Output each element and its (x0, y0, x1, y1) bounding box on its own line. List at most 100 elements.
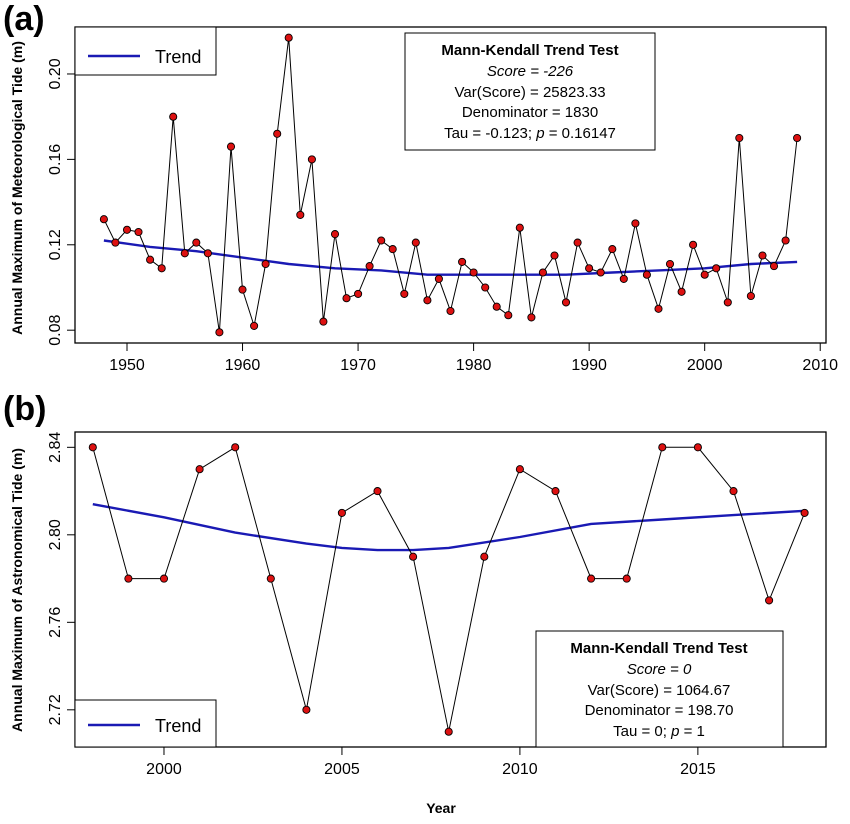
panel-a-data-point (596, 268, 605, 277)
panel-a-stats-box: Mann-Kendall Trend Test Score = -226 Var… (404, 32, 656, 151)
panel-a-data-point (423, 296, 432, 305)
panel-a-data-point (492, 302, 501, 311)
panel-b-data-point (765, 596, 774, 605)
panel-b-data-point (373, 487, 382, 496)
panel-a-data-point (712, 264, 721, 273)
panel-a-legend-box (74, 26, 217, 76)
panel-b-x-tick-label: 2015 (680, 761, 716, 778)
panel-a-stats-title: Mann-Kendall Trend Test (441, 42, 618, 59)
panel-b-stats-frame (535, 630, 784, 748)
panel-a-x-tick-label: 2000 (687, 357, 723, 374)
panel-a-data-point (342, 294, 351, 303)
panel-a-data-point (330, 230, 340, 239)
panel-b-stats-box: Mann-Kendall Trend Test Score = 0 Var(Sc… (535, 630, 784, 748)
panel-b-data-point (444, 727, 453, 736)
panel-a-data-point (192, 238, 201, 247)
panel-b-stats-title: Mann-Kendall Trend Test (570, 640, 747, 657)
panel-a-data-point (619, 274, 628, 283)
panel-a-data-point (550, 251, 559, 260)
panel-b-data-point (337, 508, 346, 517)
panel-b-y-axis-label: Annual Maximum of Astronomical Tide (m) (9, 448, 25, 732)
panel-a-y-tick-label: 0.16 (47, 144, 64, 175)
panel-b-data-point (195, 465, 204, 474)
panel-a-data-point (446, 306, 455, 316)
panel-a-data-series (99, 33, 802, 337)
panel-b-x-tick-label: 2000 (146, 761, 182, 778)
panel-a-data-point (689, 240, 698, 249)
panel-a-data-point (746, 291, 755, 301)
panel-b-data-point (515, 465, 524, 474)
panel-a-data-point (608, 245, 617, 254)
panel-a-data-point (215, 328, 224, 337)
panel-a-data-point (354, 289, 363, 298)
panel-b-data-point (551, 487, 560, 496)
panel-a-data-point (781, 236, 790, 245)
panel-b-axes: 2000 2005 2010 2015 2.72 2.76 2.80 2.84 (47, 432, 716, 778)
panel-b-y-tick-label: 2.80 (47, 519, 64, 550)
panel-a-plot-frame (74, 26, 827, 344)
panel-a-data-point (284, 33, 293, 42)
panel-a-data-point (411, 238, 420, 247)
panel-a-data-point (388, 245, 397, 254)
panel-b-data-point (658, 443, 667, 452)
panel-a-data-point (146, 255, 155, 264)
panel-a-data-point (169, 112, 178, 121)
panel-b-stats-score: Score = 0 (627, 661, 692, 678)
panel-a-data-point (111, 238, 120, 247)
panel-a-stats-tau-prefix: Tau = -0.123; (444, 125, 536, 142)
panel-b-trend-line (92, 503, 805, 552)
panel-b-y-tick-label: 2.84 (47, 432, 64, 463)
panel-a-data-point (793, 133, 802, 143)
panel-a-x-tick-label: 1980 (456, 357, 492, 374)
panel-b-label: (b) (3, 390, 46, 428)
panel-b-legend-label: Trend (155, 716, 201, 736)
panel-a-stats-var: Var(Score) = 25823.33 (454, 84, 605, 101)
panel-a-data-point (735, 133, 744, 143)
panel-a-data-point (723, 298, 732, 307)
panel-b-data-point (266, 574, 275, 583)
panel-a-stats-p-value: = 0.16147 (545, 125, 616, 142)
panel-a-data-point (296, 210, 305, 219)
panel-a-data-point (307, 155, 316, 164)
panel-a-data-point (273, 129, 282, 138)
panel-a-stats-tau: Tau = -0.123; p = 0.16147 (444, 125, 616, 142)
panel-b-data-series (88, 443, 809, 736)
panel-a-data-point (515, 223, 524, 232)
panel-b-stats-p-letter: p (670, 723, 679, 740)
panel-b-data-point (800, 508, 809, 517)
panel-a-stats-score: Score = -226 (487, 63, 574, 80)
panel-a-stats-denominator: Denominator = 1830 (462, 104, 598, 121)
panel-a-data-point (677, 287, 686, 296)
panel-a-axes: 1950 1960 1970 1980 1990 2000 2010 0.08 0.12 0.16… (47, 58, 838, 374)
panel-b-legend-box (74, 699, 217, 748)
panel-a-x-tick-label: 1960 (225, 357, 261, 374)
panel-b-legend: Trend (74, 699, 217, 748)
panel-a-legend-label: Trend (155, 47, 201, 67)
panel-a-data-point (203, 249, 212, 258)
panel-a-data-point (642, 270, 651, 279)
panel-b-data-point (622, 574, 631, 583)
panel-a-data-point (157, 264, 166, 273)
panel-b-stats-denominator: Denominator = 198.70 (585, 702, 734, 719)
panel-a-data-point (238, 285, 247, 294)
panel-a: (a) 1950 1960 1970 1980 1990 2000 2010 0.08 0.12… (3, 0, 838, 374)
panel-b-stats-var: Var(Score) = 1064.67 (588, 682, 731, 699)
panel-b-data-point (693, 443, 702, 452)
panel-a-y-tick-label: 0.08 (47, 315, 64, 346)
panel-a-data-point (319, 317, 328, 326)
panel-b-stats-tau: Tau = 0; p = 1 (613, 723, 705, 740)
panel-a-data-point (700, 270, 709, 279)
panel-a-data-point (377, 236, 386, 245)
panel-b-data-point (159, 574, 169, 583)
panel-b-data-point (302, 705, 311, 714)
panel-a-data-point (122, 225, 132, 234)
panel-a-y-axis-label: Annual Maximum of Meteorological Tide (m… (9, 41, 25, 335)
panel-a-x-tick-label: 1950 (109, 357, 145, 374)
panel-b-data-point (124, 574, 133, 583)
panel-a-data-point (469, 268, 478, 277)
panel-a-stats-p-letter: p (535, 125, 544, 142)
panel-b-x-tick-label: 2005 (324, 761, 360, 778)
panel-b-data-point (409, 552, 418, 561)
panel-b-trend-series (92, 503, 805, 552)
panel-a-data-point (180, 249, 189, 258)
